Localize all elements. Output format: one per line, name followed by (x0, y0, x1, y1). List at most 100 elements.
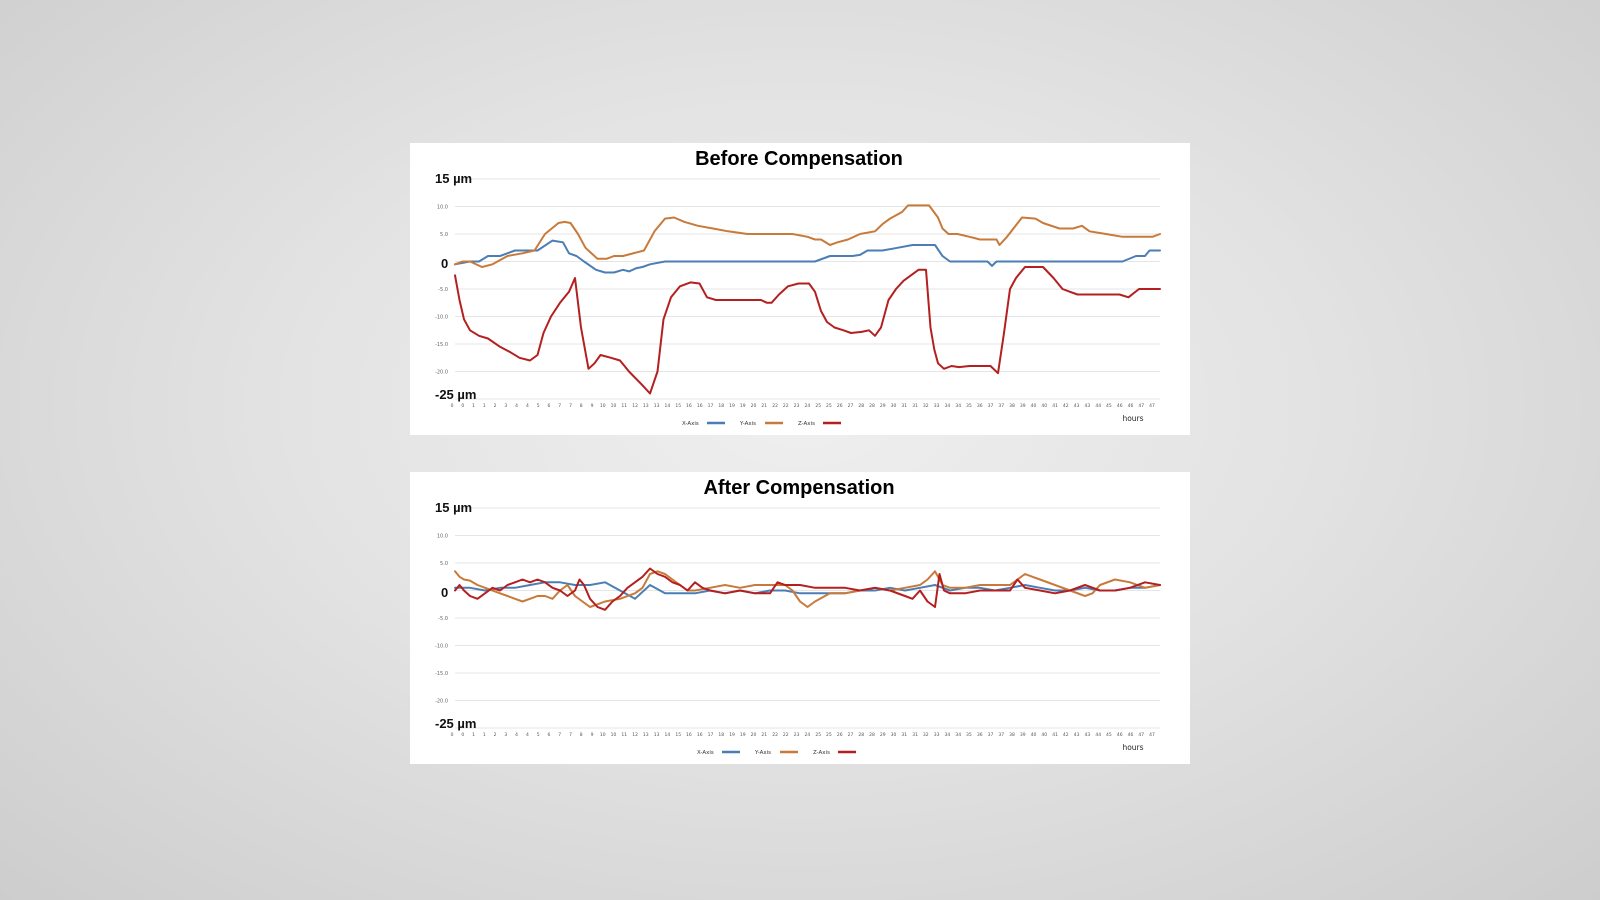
x-tick-label: 47 (1138, 403, 1144, 409)
x-tick-label: 31 (901, 732, 907, 738)
x-tick-label: 4 (515, 732, 518, 738)
legend-label: Y-Axis (739, 421, 756, 427)
x-tick-label: 38 (1009, 403, 1015, 409)
x-tick-label: 21 (761, 732, 767, 738)
x-tick-label: 19 (729, 403, 735, 409)
x-tick-label: 45 (1106, 732, 1112, 738)
chart-panel-before: Before Compensation 10.0 5.0 -5.0 -10.0 -15.… (410, 143, 1190, 435)
x-tick-label: 8 (580, 403, 583, 409)
x-tick-label: 0 (461, 403, 464, 409)
x-tick-label: 11 (621, 403, 627, 409)
x-tick-label: 26 (837, 403, 843, 409)
x-tick-label: 25 (815, 403, 821, 409)
x-tick-label: 16 (697, 732, 703, 738)
x-tick-label: 45 (1106, 403, 1112, 409)
x-tick-labels: 0 0 1 1 2 3 4 4 5 6 7 7 8 9 10 10 11 12 13 13 14 15 16 16 17 18 19… (451, 732, 1155, 738)
x-tick-label: 44 (1095, 403, 1101, 409)
x-tick-label: 47 (1138, 732, 1144, 738)
x-tick-label: 43 (1085, 732, 1091, 738)
x-tick-label: 12 (632, 732, 638, 738)
x-tick-label: 34 (955, 403, 961, 409)
x-tick-label: 5 (537, 403, 540, 409)
x-tick-label: 43 (1085, 403, 1091, 409)
y-axis-min-label: -25 µm (435, 387, 476, 402)
x-tick-label: 39 (1020, 403, 1026, 409)
x-tick-label: 40 (1041, 403, 1047, 409)
x-tick-label: 40 (1031, 403, 1037, 409)
series-line-x-axis (454, 239, 1161, 274)
x-tick-label: 43 (1074, 732, 1080, 738)
y-tick-label: -20.0 (435, 699, 448, 705)
x-tick-label: 28 (869, 732, 875, 738)
x-tick-label: 46 (1117, 732, 1123, 738)
series-line-z-axis (454, 567, 1161, 611)
x-tick-label: 29 (880, 732, 886, 738)
y-tick-label: 10.0 (437, 534, 448, 540)
x-tick-label: 42 (1063, 732, 1069, 738)
x-tick-label: 26 (837, 732, 843, 738)
chart-after-svg: After Compensation 10.0 5.0 -5.0 -10.0 -15.0… (435, 477, 1161, 756)
x-tick-label: 10 (600, 403, 606, 409)
x-tick-label: 15 (675, 403, 681, 409)
x-tick-label: 19 (740, 403, 746, 409)
legend-label: X-Axis (697, 750, 714, 756)
x-tick-label: 37 (998, 403, 1004, 409)
x-tick-label: 16 (697, 403, 703, 409)
y-tick-label: 10.0 (437, 205, 448, 211)
y-tick-label: 5.0 (440, 232, 448, 238)
legend: X-Axis Y-Axis Z-Axis (682, 421, 841, 427)
x-tick-label: 16 (686, 732, 692, 738)
x-tick-label: 1 (472, 732, 475, 738)
x-tick-label: 17 (708, 403, 714, 409)
x-tick-label: 3 (504, 732, 507, 738)
series-line-x-axis (454, 581, 1161, 600)
y-tick-label: -10.0 (435, 644, 448, 650)
x-tick-label: 23 (794, 403, 800, 409)
y-axis-max-label: 15 µm (435, 500, 472, 515)
x-tick-label: 13 (654, 732, 660, 738)
x-tick-label: 10 (600, 732, 606, 738)
x-tick-label: 13 (643, 732, 649, 738)
x-tick-label: 46 (1128, 403, 1134, 409)
x-tick-label: 10 (611, 732, 617, 738)
x-tick-label: 36 (977, 732, 983, 738)
x-tick-label: 20 (751, 403, 757, 409)
chart-panel-after: After Compensation 10.0 5.0 -5.0 -10.0 -15.0… (410, 472, 1190, 764)
x-tick-label: 40 (1041, 732, 1047, 738)
series-lines (454, 567, 1161, 611)
x-tick-label: 7 (569, 403, 572, 409)
chart-before-svg: Before Compensation 10.0 5.0 -5.0 -10.0 -15.… (435, 148, 1161, 427)
x-tick-label: 32 (923, 403, 929, 409)
x-tick-label: 38 (1009, 732, 1015, 738)
x-tick-label: 7 (569, 732, 572, 738)
x-tick-label: 27 (848, 732, 854, 738)
x-tick-label: 30 (891, 403, 897, 409)
y-tick-label: -15.0 (435, 671, 448, 677)
x-tick-label: 25 (826, 403, 832, 409)
legend-label: X-Axis (682, 421, 699, 427)
x-tick-label: 35 (966, 403, 972, 409)
x-tick-label: 28 (869, 403, 875, 409)
x-tick-label: 44 (1095, 732, 1101, 738)
y-tick-label: -5.0 (438, 287, 448, 293)
x-tick-label: 15 (675, 732, 681, 738)
y-tick-label: -15.0 (435, 342, 448, 348)
x-tick-label: 17 (708, 732, 714, 738)
x-tick-label: 34 (945, 403, 951, 409)
x-tick-label: 37 (998, 732, 1004, 738)
x-tick-label: 1 (483, 732, 486, 738)
x-tick-label: 18 (718, 403, 724, 409)
x-tick-label: 19 (740, 732, 746, 738)
x-tick-label: 47 (1149, 732, 1155, 738)
x-tick-label: 12 (632, 403, 638, 409)
x-tick-label: 31 (912, 732, 918, 738)
y-axis-zero-label: 0 (441, 585, 448, 600)
x-tick-label: 22 (783, 403, 789, 409)
x-tick-label: 43 (1074, 403, 1080, 409)
x-tick-label: 27 (848, 403, 854, 409)
x-tick-label: 10 (611, 403, 617, 409)
x-tick-label: 4 (526, 403, 529, 409)
x-tick-label: 35 (966, 732, 972, 738)
y-tick-label: 5.0 (440, 561, 448, 567)
x-tick-label: 22 (772, 403, 778, 409)
